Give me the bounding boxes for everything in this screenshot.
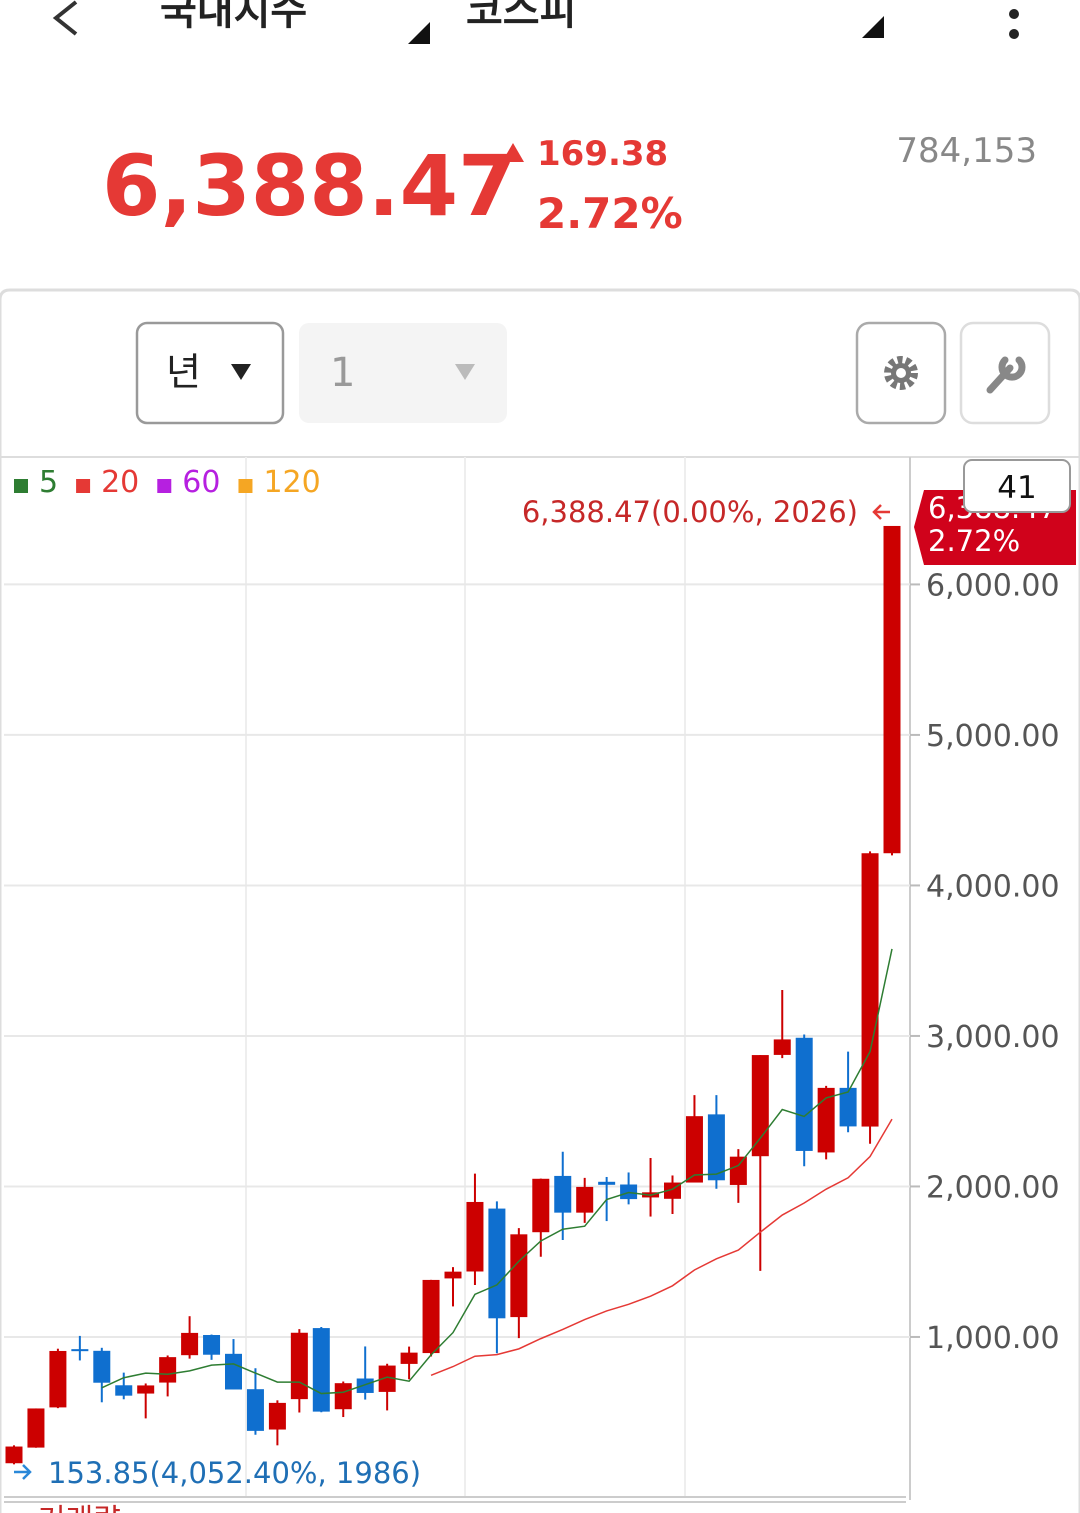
candle-body [268, 1402, 286, 1430]
price-tag-change: 2.72% [928, 524, 1020, 558]
candle-body [159, 1357, 177, 1383]
candle-body [861, 853, 879, 1127]
count-label: 1 [330, 350, 355, 396]
more-button[interactable] [1009, 9, 1019, 39]
legend-label: 60 [182, 465, 220, 500]
y-tick-label: 3,000.00 [926, 1020, 1060, 1055]
up-arrow [502, 143, 524, 162]
candle-body [27, 1408, 45, 1448]
high-annotation: 6,388.47(0.00%, 2026) [522, 495, 858, 529]
candle-body [729, 1156, 747, 1185]
candle-body [378, 1365, 396, 1392]
count-select[interactable] [299, 323, 507, 423]
candle-body [312, 1328, 330, 1412]
gear-icon [884, 356, 918, 390]
candle-body [444, 1271, 462, 1279]
candle-body [181, 1332, 199, 1356]
candle-body [576, 1186, 594, 1213]
candle-body [400, 1352, 418, 1364]
volume-label: 거래량 [38, 1503, 121, 1513]
y-tick-label: 5,000.00 [926, 719, 1060, 754]
candle-body [488, 1208, 506, 1319]
change-pct: 2.72% [537, 189, 683, 238]
y-tick-label: 2,000.00 [926, 1170, 1060, 1205]
count-label: 41 [997, 470, 1036, 506]
legend-swatch [157, 479, 172, 493]
candle-body [225, 1353, 242, 1390]
candle-body [817, 1087, 835, 1153]
legend-label: 5 [39, 465, 58, 500]
candle-body [71, 1349, 89, 1352]
ma-line [101, 948, 893, 1395]
candle-body [422, 1279, 440, 1354]
candle-body [203, 1335, 221, 1355]
candle-body [751, 1055, 769, 1157]
candle-body [707, 1114, 725, 1181]
legend-swatch [238, 479, 253, 493]
candle-body [795, 1037, 813, 1151]
period-label: 년 [166, 350, 201, 394]
legend-label: 120 [263, 465, 320, 500]
candle-body [839, 1087, 857, 1127]
candle-body [246, 1389, 264, 1431]
leader-arrow [872, 504, 890, 520]
legend-label: 20 [101, 465, 139, 500]
change: 169.38 [537, 134, 668, 174]
y-tick-label: 6,000.00 [926, 568, 1060, 603]
wrench-icon [986, 356, 1026, 394]
candle-body [334, 1383, 352, 1410]
back-button[interactable] [52, 0, 78, 36]
legend-swatch [14, 479, 28, 493]
candle-body [356, 1378, 374, 1393]
y-tick-label: 1,000.00 [926, 1321, 1060, 1356]
dropdown-arrow [231, 364, 251, 380]
candle-body [466, 1201, 484, 1272]
candle-body [137, 1385, 155, 1394]
index-select[interactable]: 코스피 [466, 0, 576, 34]
legend-swatch [76, 479, 91, 493]
y-tick-label: 4,000.00 [926, 869, 1060, 904]
count-box [963, 459, 1071, 513]
candle-body [554, 1175, 572, 1213]
candle-body [290, 1332, 308, 1400]
candle-body [685, 1116, 703, 1183]
leader-arrow [14, 1464, 32, 1480]
chart-card [0, 288, 1080, 1513]
dropdown-corner [862, 16, 884, 38]
candle-body [510, 1234, 528, 1318]
candle-body [5, 1446, 23, 1464]
price: 6,388.47 [102, 137, 517, 235]
candle-body [773, 1039, 791, 1055]
candle-body [115, 1385, 133, 1396]
market-select[interactable]: 국내지수 [160, 0, 307, 34]
candle-body [883, 525, 901, 854]
dropdown-corner [408, 22, 430, 44]
period-select[interactable] [135, 321, 285, 425]
candle-body [598, 1181, 616, 1185]
plot: 1,000.00 2,000.00 3,000.00 4,000.00 5,000.00… [4, 465, 1060, 1465]
ma-line [430, 1118, 893, 1377]
candle-body [93, 1350, 111, 1383]
dropdown-arrow [455, 364, 475, 380]
volume: 784,153 [896, 131, 1037, 171]
candle-body [532, 1178, 550, 1233]
low-annotation: 153.85(4,052.40%, 1986) [48, 1456, 421, 1490]
candle-body [49, 1350, 67, 1408]
